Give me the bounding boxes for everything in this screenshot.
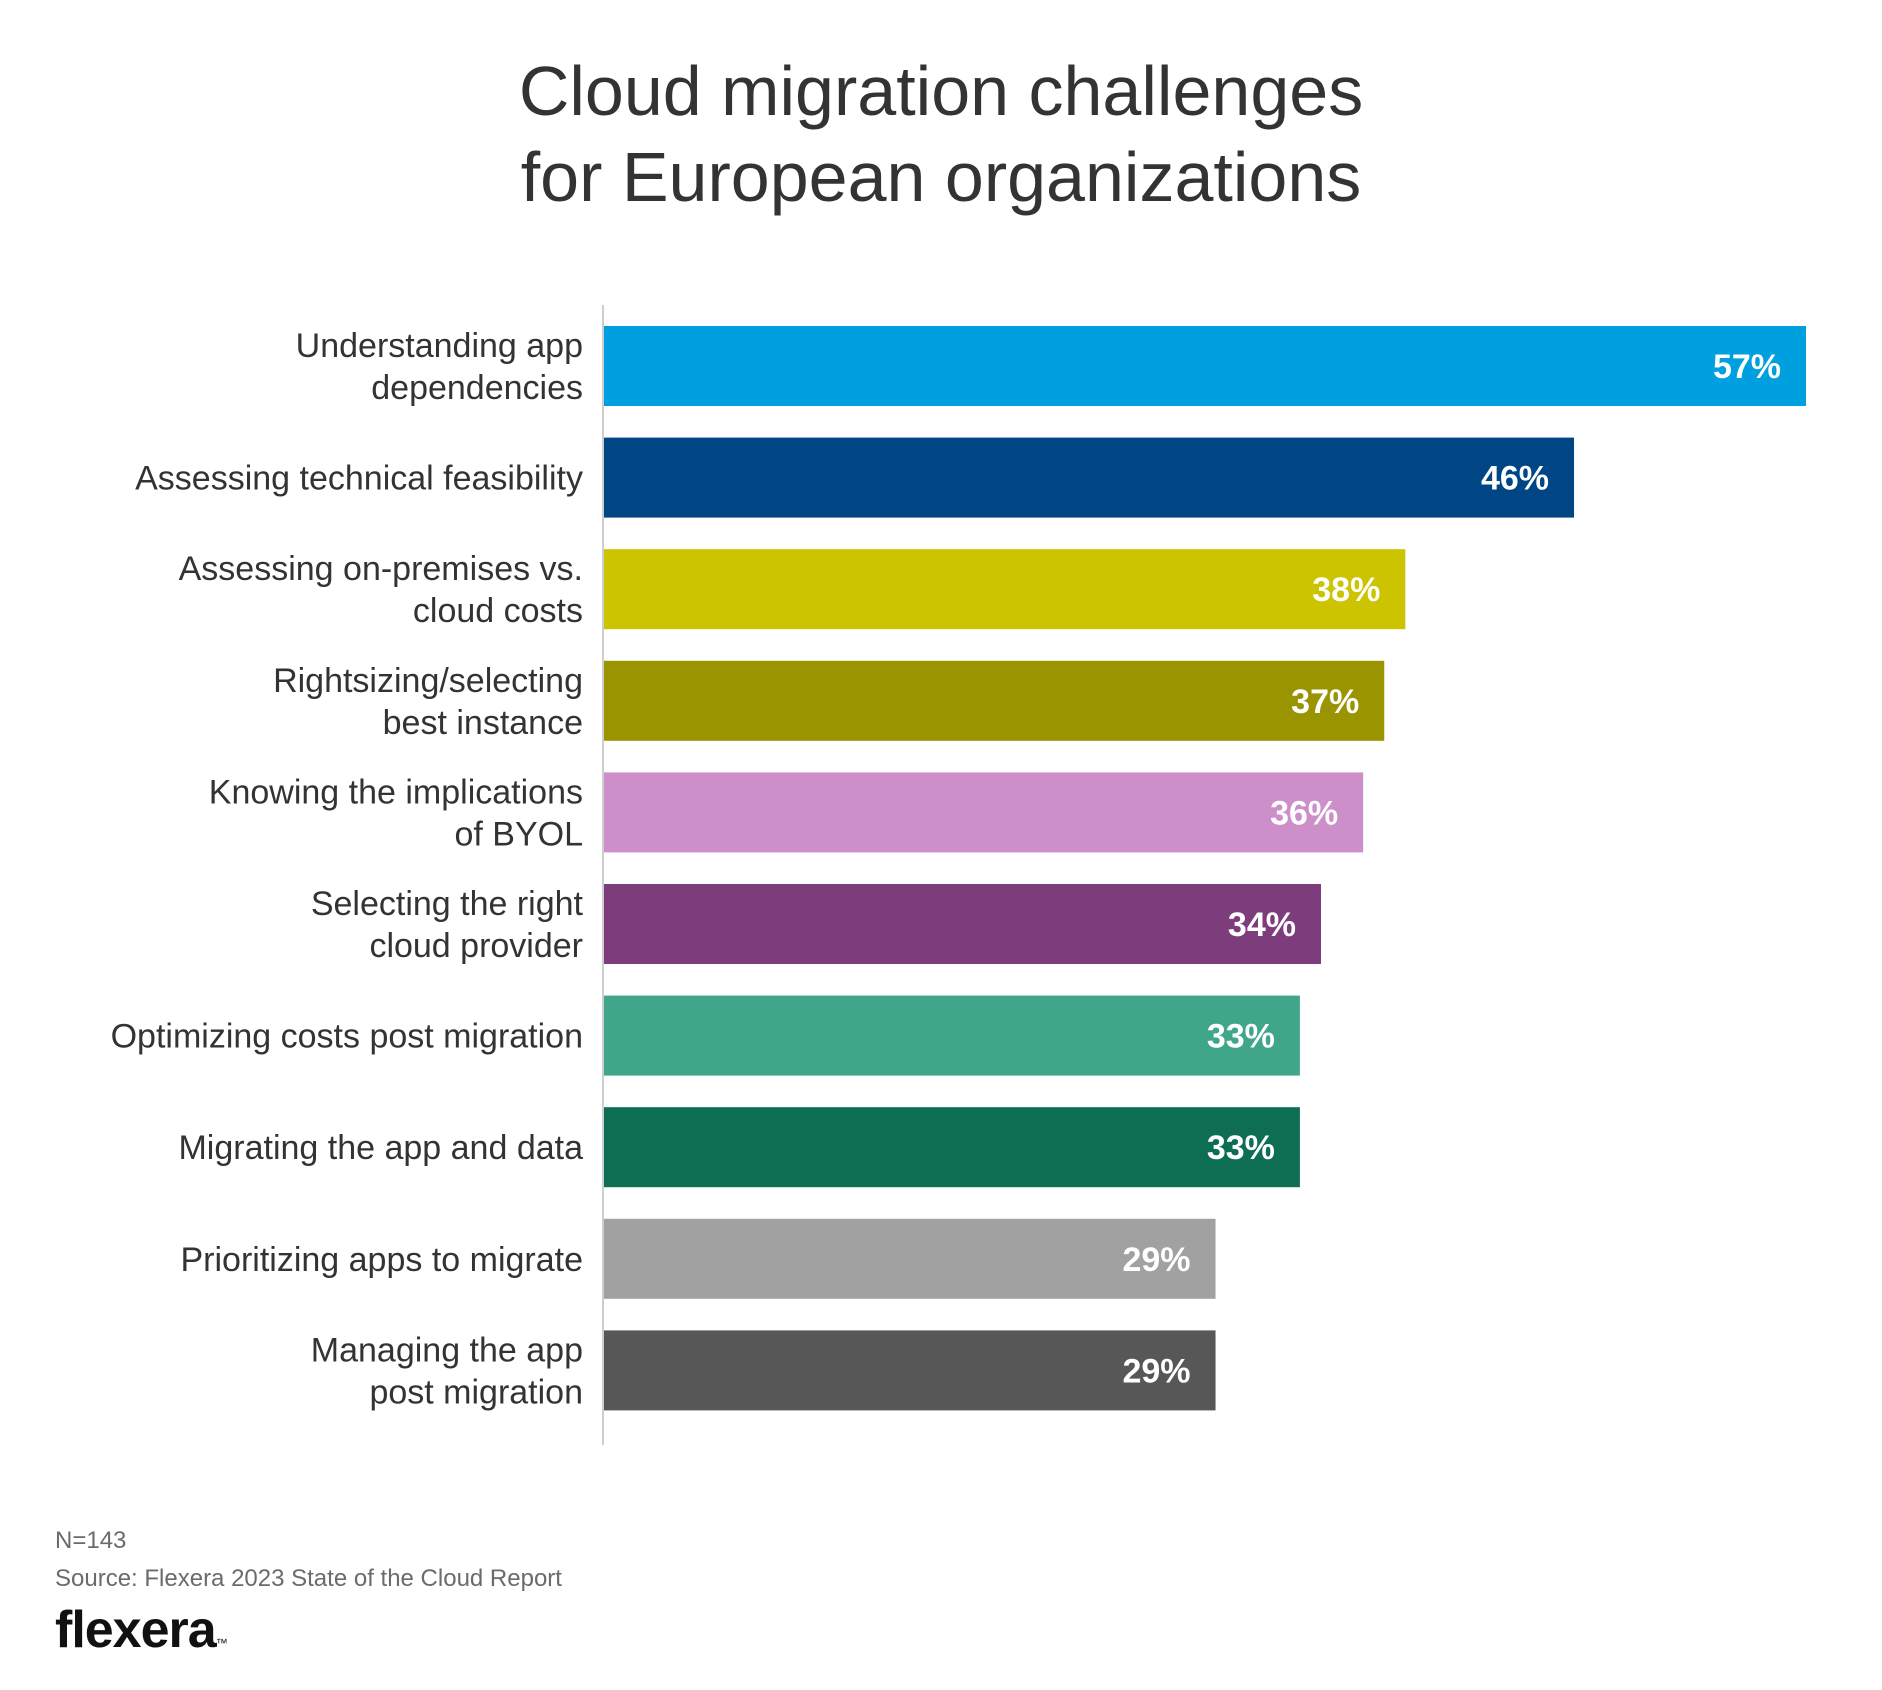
bar-value-label: 38% xyxy=(1312,571,1380,609)
bar xyxy=(604,1107,1300,1188)
bar xyxy=(604,1330,1216,1411)
bar-chart: 57% Understanding app dependencies 46% Asses… xyxy=(111,305,1806,1445)
category-label: Selecting the right xyxy=(311,885,584,923)
bar-value-label: 36% xyxy=(1270,794,1338,832)
category-label: of BYOL xyxy=(454,815,583,853)
bar-value-label: 29% xyxy=(1122,1241,1190,1279)
category-label: post migration xyxy=(369,1373,583,1411)
bar-value-label: 57% xyxy=(1713,348,1781,386)
bar xyxy=(604,884,1321,964)
logo-text: flexera xyxy=(55,1601,217,1659)
category-label: Assessing on-premises vs. xyxy=(179,550,583,588)
category-label: Knowing the implications xyxy=(209,773,583,811)
bar-value-label: 37% xyxy=(1291,683,1359,721)
category-label: Assessing technical feasibility xyxy=(135,460,583,498)
chart-title-line-1: Cloud migration challenges xyxy=(518,52,1364,130)
category-label: Prioritizing apps to migrate xyxy=(180,1241,583,1279)
bar-value-label: 46% xyxy=(1481,460,1549,498)
category-label: Rightsizing/selecting xyxy=(273,662,583,700)
bar-value-label: 29% xyxy=(1122,1352,1190,1390)
category-label: Managing the app xyxy=(311,1331,583,1369)
trademark-mark: ™ xyxy=(215,1636,228,1650)
bar xyxy=(604,660,1385,741)
flexera-logo: flexera™ xyxy=(55,1600,228,1673)
bar xyxy=(604,437,1575,518)
sample-size: N=143 xyxy=(55,1527,127,1554)
source-note: Source: Flexera 2023 State of the Cloud … xyxy=(55,1565,562,1592)
footnote: N=143 Source: Flexera 2023 State of the … xyxy=(55,1522,562,1598)
category-label: Understanding app xyxy=(296,327,583,365)
bar xyxy=(604,1218,1216,1299)
category-label: dependencies xyxy=(371,369,583,407)
bar-value-label: 33% xyxy=(1207,1129,1275,1167)
bar-value-label: 34% xyxy=(1228,906,1296,944)
category-label: Optimizing costs post migration xyxy=(111,1018,583,1056)
bar xyxy=(604,995,1300,1076)
category-label: Migrating the app and data xyxy=(178,1129,583,1167)
category-label: best instance xyxy=(383,704,583,742)
bar xyxy=(604,326,1806,406)
chart-title-line-2: for European organizations xyxy=(520,138,1362,216)
category-label: cloud provider xyxy=(369,927,583,965)
bar xyxy=(604,772,1364,853)
chart-title: Cloud migration challenges for European … xyxy=(0,48,1882,220)
category-label: cloud costs xyxy=(413,592,583,630)
bar xyxy=(604,549,1406,630)
bar-value-label: 33% xyxy=(1207,1018,1275,1056)
